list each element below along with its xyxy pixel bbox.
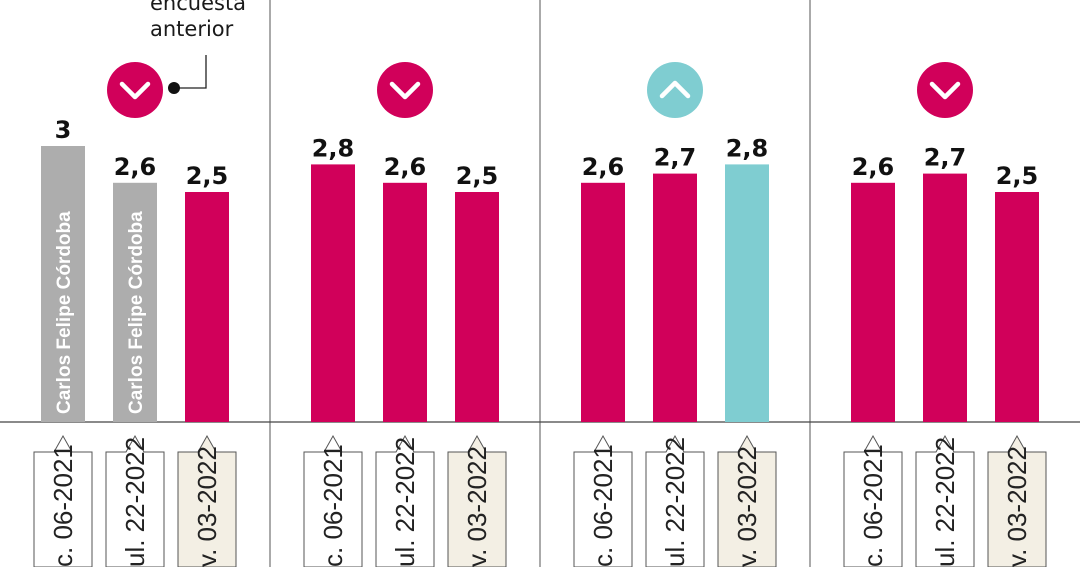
date-label: ul. 22-2022 xyxy=(930,437,960,567)
trend-badge-circle xyxy=(917,62,973,118)
bar-value-label: 2,8 xyxy=(726,134,769,162)
bar xyxy=(113,182,157,422)
bar-value-label: 2,5 xyxy=(996,162,1039,190)
chevron-stroke xyxy=(119,81,151,100)
bar-value-label: 2,5 xyxy=(456,162,499,190)
date-label: v. 03-2022 xyxy=(192,446,222,567)
date-tag xyxy=(717,434,777,567)
date-tag xyxy=(33,434,93,567)
bar xyxy=(581,182,625,422)
bar xyxy=(725,164,769,422)
bar-value-label: 3 xyxy=(55,116,72,144)
date-label: c. 06-2021 xyxy=(858,444,888,567)
date-tag xyxy=(105,434,165,567)
date-tag xyxy=(303,434,363,567)
annotation-line-1: encuesta xyxy=(150,0,247,15)
date-tag xyxy=(645,434,705,567)
date-label: ul. 22-2022 xyxy=(390,437,420,567)
bar-value-label: 2,7 xyxy=(654,144,697,172)
chevron-stroke xyxy=(659,80,691,99)
chevron-stroke xyxy=(929,81,961,100)
bar-name-label: Carlos Felipe Córdoba xyxy=(126,211,147,414)
bar xyxy=(185,192,229,422)
annotation-line-2: anterior xyxy=(150,17,234,41)
bar-value-label: 2,6 xyxy=(114,153,157,181)
bar xyxy=(383,182,427,422)
date-tag xyxy=(915,434,975,567)
date-tag xyxy=(177,434,237,567)
bar-name-label: Carlos Felipe Córdoba xyxy=(54,211,75,414)
bar-value-label: 2,8 xyxy=(312,134,355,162)
date-tag xyxy=(375,434,435,567)
date-label: ul. 22-2022 xyxy=(660,437,690,567)
bar xyxy=(41,146,85,422)
bar-value-label: 2,6 xyxy=(582,153,625,181)
bar-value-label: 2,6 xyxy=(852,153,895,181)
date-label: v. 03-2022 xyxy=(732,446,762,567)
bar-value-label: 2,5 xyxy=(186,162,229,190)
trend-badge-circle xyxy=(377,62,433,118)
trend-badge-circle xyxy=(647,62,703,118)
bar xyxy=(923,173,967,422)
chevron-down-icon xyxy=(107,62,163,118)
date-label: v. 03-2022 xyxy=(1002,446,1032,567)
annotation-label: encuesta anterior xyxy=(150,0,247,42)
chevron-down-icon xyxy=(917,62,973,118)
date-label: c. 06-2021 xyxy=(588,444,618,567)
bar xyxy=(455,192,499,422)
annotation-leader-line xyxy=(174,55,207,89)
date-label: v. 03-2022 xyxy=(462,446,492,567)
date-tag xyxy=(573,434,633,567)
bar-value-label: 2,6 xyxy=(384,153,427,181)
bar xyxy=(995,192,1039,422)
date-label: ul. 22-2022 xyxy=(120,437,150,567)
date-label: c. 06-2021 xyxy=(48,444,78,567)
chevron-up-icon xyxy=(647,62,703,118)
date-tag xyxy=(987,434,1047,567)
bar xyxy=(653,173,697,422)
bar xyxy=(851,182,895,422)
date-label: c. 06-2021 xyxy=(318,444,348,567)
bar-value-label: 2,7 xyxy=(924,144,967,172)
date-tag xyxy=(843,434,903,567)
trend-badge-circle xyxy=(107,62,163,118)
date-tag xyxy=(447,434,507,567)
bar xyxy=(311,164,355,422)
annotation-dot xyxy=(168,82,180,94)
chevron-stroke xyxy=(389,81,421,100)
chevron-down-icon xyxy=(377,62,433,118)
